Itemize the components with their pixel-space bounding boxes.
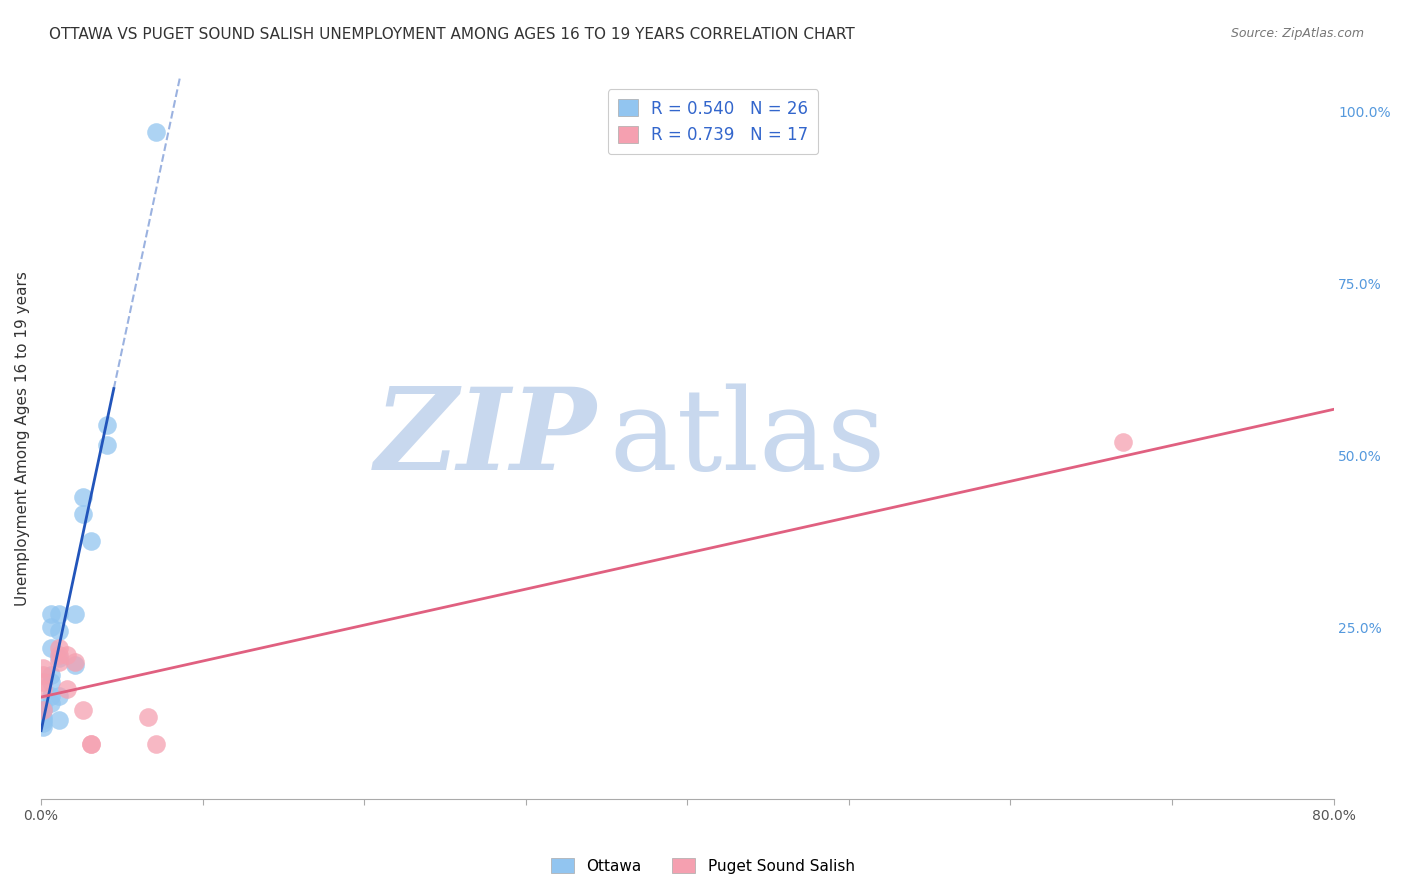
Point <box>136 709 159 723</box>
Point <box>48 713 70 727</box>
Text: Source: ZipAtlas.com: Source: ZipAtlas.com <box>1230 27 1364 40</box>
Point <box>39 607 62 621</box>
Point <box>31 703 53 717</box>
Point <box>48 655 70 669</box>
Point <box>39 620 62 634</box>
Point <box>31 675 53 690</box>
Point <box>48 648 70 662</box>
Point <box>56 682 79 697</box>
Point <box>31 709 53 723</box>
Y-axis label: Unemployment Among Ages 16 to 19 years: Unemployment Among Ages 16 to 19 years <box>15 271 30 606</box>
Point <box>48 624 70 638</box>
Point <box>72 703 94 717</box>
Point <box>80 737 103 751</box>
Point <box>39 668 62 682</box>
Point <box>31 720 53 734</box>
Point <box>72 490 94 504</box>
Text: ZIP: ZIP <box>375 383 596 494</box>
Point <box>31 661 53 675</box>
Point <box>72 507 94 521</box>
Point <box>39 696 62 710</box>
Text: OTTAWA VS PUGET SOUND SALISH UNEMPLOYMENT AMONG AGES 16 TO 19 YEARS CORRELATION : OTTAWA VS PUGET SOUND SALISH UNEMPLOYMEN… <box>49 27 855 42</box>
Point <box>1112 434 1135 449</box>
Point <box>56 648 79 662</box>
Legend: Ottawa, Puget Sound Salish: Ottawa, Puget Sound Salish <box>546 852 860 880</box>
Point <box>39 640 62 655</box>
Point <box>80 534 103 549</box>
Text: atlas: atlas <box>610 383 886 493</box>
Point <box>39 689 62 703</box>
Point <box>31 716 53 731</box>
Point <box>63 658 86 673</box>
Point <box>31 699 53 714</box>
Point <box>96 438 118 452</box>
Point <box>39 675 62 690</box>
Point <box>63 655 86 669</box>
Point <box>31 703 53 717</box>
Point <box>63 607 86 621</box>
Point <box>145 737 167 751</box>
Point <box>96 417 118 432</box>
Point <box>48 640 70 655</box>
Point <box>48 689 70 703</box>
Point <box>31 668 53 682</box>
Legend: R = 0.540   N = 26, R = 0.739   N = 17: R = 0.540 N = 26, R = 0.739 N = 17 <box>607 89 818 154</box>
Point <box>31 713 53 727</box>
Point <box>48 607 70 621</box>
Point <box>80 737 103 751</box>
Point <box>145 125 167 139</box>
Point <box>31 682 53 697</box>
Point <box>48 651 70 665</box>
